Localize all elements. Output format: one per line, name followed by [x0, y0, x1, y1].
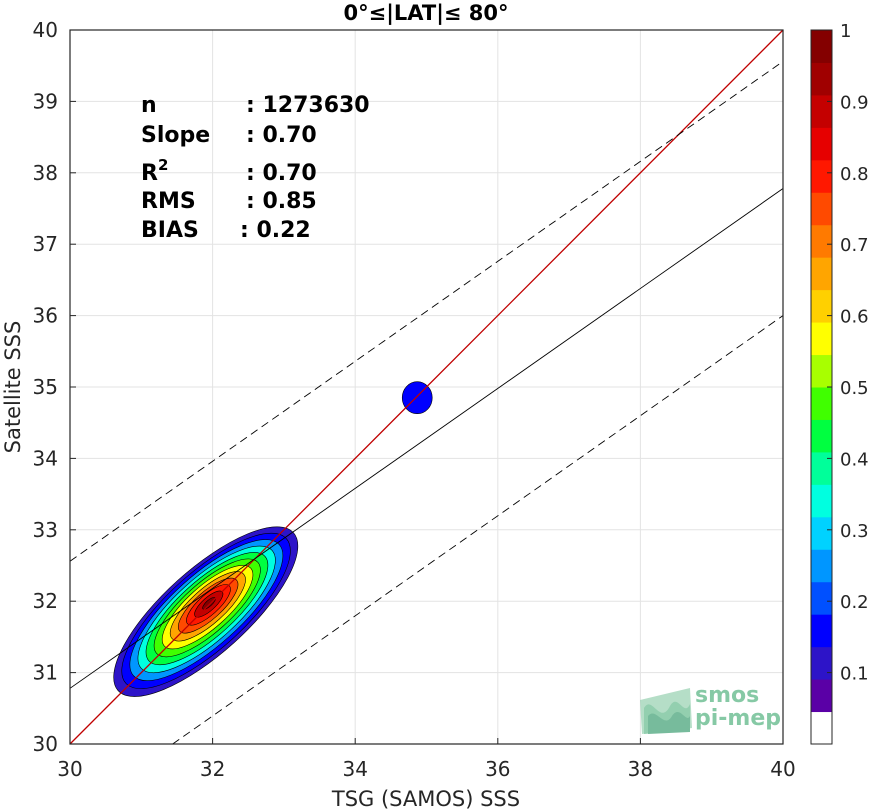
- colorbar-segment: [811, 322, 832, 356]
- colorbar-tick-label: 0.5: [840, 378, 869, 399]
- colorbar-tick-label: 0.8: [840, 164, 869, 185]
- stat-label: RMS: [141, 189, 196, 214]
- colorbar-segment: [811, 127, 832, 161]
- chart-title: 0°≤|LAT|≤ 80°: [343, 1, 508, 26]
- y-axis-label: Satellite SSS: [1, 321, 25, 454]
- lower-bound-line: [172, 315, 784, 745]
- colorbar-tick-label: 0.6: [840, 307, 869, 328]
- stat-label: BIAS: [141, 218, 199, 243]
- logo-wave-icon: [640, 688, 692, 734]
- stat-label: Slope: [141, 123, 210, 148]
- upper-bound-line: [69, 61, 784, 562]
- colorbar-segment: [811, 419, 832, 453]
- x-tick-label: 30: [57, 757, 82, 781]
- colorbar-segment: [811, 549, 832, 583]
- density-contour-secondary: [401, 381, 433, 415]
- colorbar-segment: [811, 94, 832, 128]
- y-tick-label: 32: [33, 589, 58, 613]
- colorbar-segment: [811, 614, 832, 648]
- x-tick-label: 40: [770, 757, 795, 781]
- x-axis-label: TSG (SAMOS) SSS: [331, 787, 520, 811]
- y-tick-label: 35: [33, 375, 58, 399]
- x-axis: 30 32 34 36 38 40: [57, 738, 796, 781]
- x-tick-label: 38: [628, 757, 653, 781]
- y-tick-label: 34: [33, 446, 58, 470]
- smos-pimep-logo: smos pi-mep: [640, 683, 781, 734]
- y-tick-label: 33: [33, 518, 58, 542]
- stat-value: : 0.70: [246, 161, 317, 186]
- y-tick-label: 39: [33, 89, 58, 113]
- stat-value: : 0.85: [246, 189, 317, 214]
- x-tick-label: 34: [342, 757, 367, 781]
- plot-area: [69, 29, 784, 745]
- colorbar-segment: [811, 581, 832, 615]
- y-tick-label: 37: [33, 232, 58, 256]
- logo-text-smos: smos: [695, 683, 759, 708]
- colorbar-segment: [811, 159, 832, 193]
- colorbar-segment: [811, 387, 832, 420]
- y-tick-label: 36: [33, 304, 58, 328]
- y-tick-label: 38: [33, 161, 58, 185]
- y-tick-label: 40: [33, 18, 58, 42]
- y-axis: 30 31 32 33 34 35 36 37 38 39 40: [33, 18, 76, 756]
- colorbar-segment: [811, 289, 832, 323]
- colorbar-tick-label: 0.4: [840, 449, 869, 470]
- stat-value: : 0.70: [246, 123, 317, 148]
- one-to-one-line: [69, 29, 784, 745]
- y-tick-label: 31: [33, 661, 58, 685]
- colorbar-segment: [811, 484, 832, 518]
- colorbar: 0.1 0.2 0.3 0.4 0.5 0.6 0.7 0.8 0.9 1: [810, 21, 869, 745]
- y-tick-label: 30: [33, 732, 58, 756]
- reference-lines: [69, 29, 784, 745]
- colorbar-segment: [811, 192, 832, 226]
- colorbar-segment: [811, 516, 832, 550]
- colorbar-segment: [811, 711, 832, 745]
- x-tick-label: 32: [200, 757, 225, 781]
- stat-value: : 0.22: [240, 218, 311, 243]
- colorbar-segment: [811, 30, 832, 63]
- colorbar-segment: [811, 451, 832, 485]
- stat-value: : 1273630: [246, 93, 370, 118]
- colorbar-tick-label: 1: [840, 21, 851, 42]
- stat-superscript: 2: [158, 156, 168, 174]
- colorbar-tick-label: 0.2: [840, 592, 869, 613]
- x-tick-label: 36: [485, 757, 510, 781]
- colorbar-tick-label: 0.3: [840, 521, 869, 542]
- colorbar-segment: [811, 257, 832, 291]
- colorbar-segment: [811, 679, 832, 713]
- colorbar-tick-label: 0.7: [840, 235, 869, 256]
- colorbar-segment: [811, 224, 832, 258]
- fit-line: [69, 188, 784, 689]
- colorbar-tick-label: 0.9: [840, 92, 869, 113]
- stat-label: n: [141, 93, 157, 118]
- logo-text-pimep: pi-mep: [695, 706, 781, 731]
- colorbar-tick-label: 0.1: [840, 664, 869, 685]
- colorbar-segment: [811, 646, 832, 680]
- colorbar-segment: [811, 62, 832, 96]
- colorbar-segment: [811, 354, 832, 388]
